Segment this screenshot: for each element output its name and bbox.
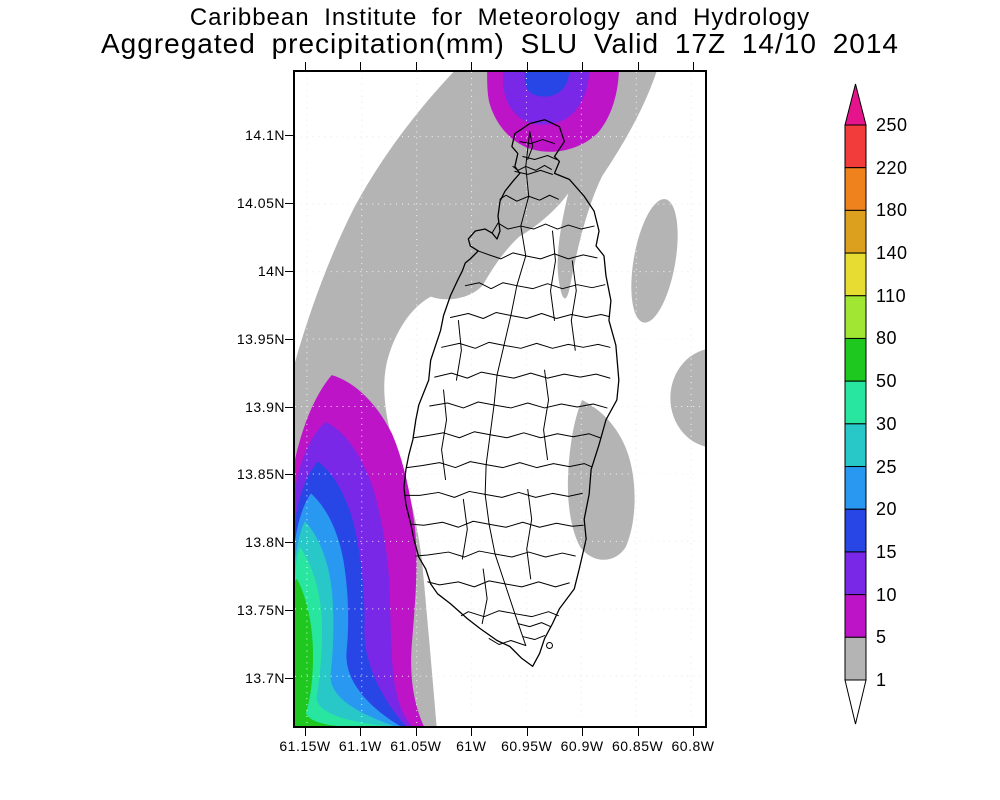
y-axis-tick-mark xyxy=(285,542,293,544)
legend-tick-label: 10 xyxy=(876,584,898,605)
legend-tick-label: 25 xyxy=(876,456,898,477)
precipitation-map-canvas xyxy=(295,72,705,726)
east-gray-oval xyxy=(631,199,678,323)
x-axis-tick-label: 60.95W xyxy=(501,738,553,754)
legend-segment-220-250 xyxy=(844,124,867,169)
x-axis-tick-mark xyxy=(471,728,473,736)
legend-segment-110-140 xyxy=(844,252,867,297)
x-axis-top-tick-mark xyxy=(582,62,584,70)
y-axis-tick-label: 14.1N xyxy=(245,127,285,143)
legend-above-max-arrow xyxy=(844,83,867,126)
legend-segment-15-20 xyxy=(844,508,867,553)
legend-tick-label: 30 xyxy=(876,413,898,434)
legend-tick-label: 250 xyxy=(876,115,908,135)
legend-segment-50-80 xyxy=(844,337,867,382)
legend-segment-80-110 xyxy=(844,295,867,339)
precip-contour-north-blob xyxy=(487,72,619,152)
y-axis-tick-mark xyxy=(285,270,293,272)
legend-segment-140-180 xyxy=(844,209,867,254)
x-axis-tick-mark xyxy=(526,728,528,736)
y-axis-tick-label: 13.9N xyxy=(245,398,285,415)
legend-segment-10-15 xyxy=(844,551,867,596)
x-axis-top-tick-mark xyxy=(305,62,306,70)
y-axis-tick-mark xyxy=(285,474,293,476)
x-axis-top-tick-mark xyxy=(415,62,417,70)
island-watersheds xyxy=(403,119,620,668)
offshore-islet xyxy=(546,642,553,649)
legend-tick-label: 80 xyxy=(876,328,898,349)
x-axis-top-tick-mark xyxy=(360,62,362,70)
x-axis-tick-label: 61.15W xyxy=(279,738,331,754)
page-title-line1: Caribbean Institute for Meteorology and … xyxy=(189,4,811,31)
legend-tick-label: 20 xyxy=(876,499,898,520)
x-axis-tick-label: 60.9W xyxy=(560,738,604,754)
legend-color-bar xyxy=(844,83,867,725)
y-axis-tick-mark xyxy=(285,406,293,408)
x-axis-tick-label: 61.05W xyxy=(390,738,442,754)
map-frame xyxy=(293,70,707,728)
legend-tick-label: 5 xyxy=(876,627,887,648)
x-axis-top-tick-mark xyxy=(637,62,639,70)
x-axis-tick-mark xyxy=(693,728,694,736)
y-axis-tick-label: 13.8N xyxy=(245,534,285,551)
x-axis-tick-mark xyxy=(305,728,306,736)
legend-segment-5-10 xyxy=(844,594,867,638)
x-axis-top-tick-mark xyxy=(471,62,473,70)
legend-segment-30-50 xyxy=(844,380,867,425)
legend-segment-25-30 xyxy=(844,423,867,468)
east-coast-gray-blob xyxy=(567,399,635,560)
y-axis-tick-label: 14.05N xyxy=(236,194,285,211)
x-axis-tick-mark xyxy=(637,728,639,736)
y-axis-tick-mark xyxy=(285,678,293,679)
x-axis-top-tick-mark xyxy=(526,62,528,70)
y-axis-tick-label: 13.7N xyxy=(245,670,285,686)
legend-tick-label: 220 xyxy=(876,157,908,178)
y-axis-tick-label: 13.95N xyxy=(236,330,285,347)
legend-segment-20-25 xyxy=(844,466,867,510)
legend-tick-label: 50 xyxy=(876,371,898,392)
legend-tick-label: 110 xyxy=(876,285,907,306)
y-axis-tick-mark xyxy=(285,135,293,136)
y-axis-tick-label: 13.75N xyxy=(236,602,285,619)
legend-tick-label: 1 xyxy=(876,670,887,690)
x-axis-tick-label: 61W xyxy=(456,738,487,754)
y-axis-tick-mark xyxy=(285,202,293,204)
right-edge-gray-blob xyxy=(670,349,705,447)
legend-segment-1-5 xyxy=(844,636,867,681)
x-axis-tick-label: 60.8W xyxy=(671,738,715,754)
page-title-line2: Aggregated precipitation(mm) SLU Valid 1… xyxy=(101,28,899,59)
x-axis-tick-mark xyxy=(360,728,362,736)
precip-contour-southwest-blob xyxy=(295,375,424,726)
x-axis-tick-mark xyxy=(582,728,584,736)
island-coastline xyxy=(403,119,620,668)
y-axis-tick-label: 13.85N xyxy=(236,466,285,483)
legend-below-min-arrow xyxy=(844,679,867,725)
legend-tick-label: 15 xyxy=(876,541,898,562)
y-axis-tick-mark xyxy=(285,338,293,340)
x-axis-tick-label: 61.1W xyxy=(338,738,382,754)
legend-tick-label: 140 xyxy=(876,243,908,264)
x-axis-top-tick-mark xyxy=(693,62,694,70)
x-axis-tick-label: 60.85W xyxy=(611,738,664,754)
legend-segment-180-220 xyxy=(844,167,867,211)
legend-tick-label: 180 xyxy=(876,200,908,221)
x-axis-tick-mark xyxy=(415,728,417,736)
y-axis-tick-label: 14N xyxy=(257,262,285,279)
y-axis-tick-mark xyxy=(285,610,293,612)
